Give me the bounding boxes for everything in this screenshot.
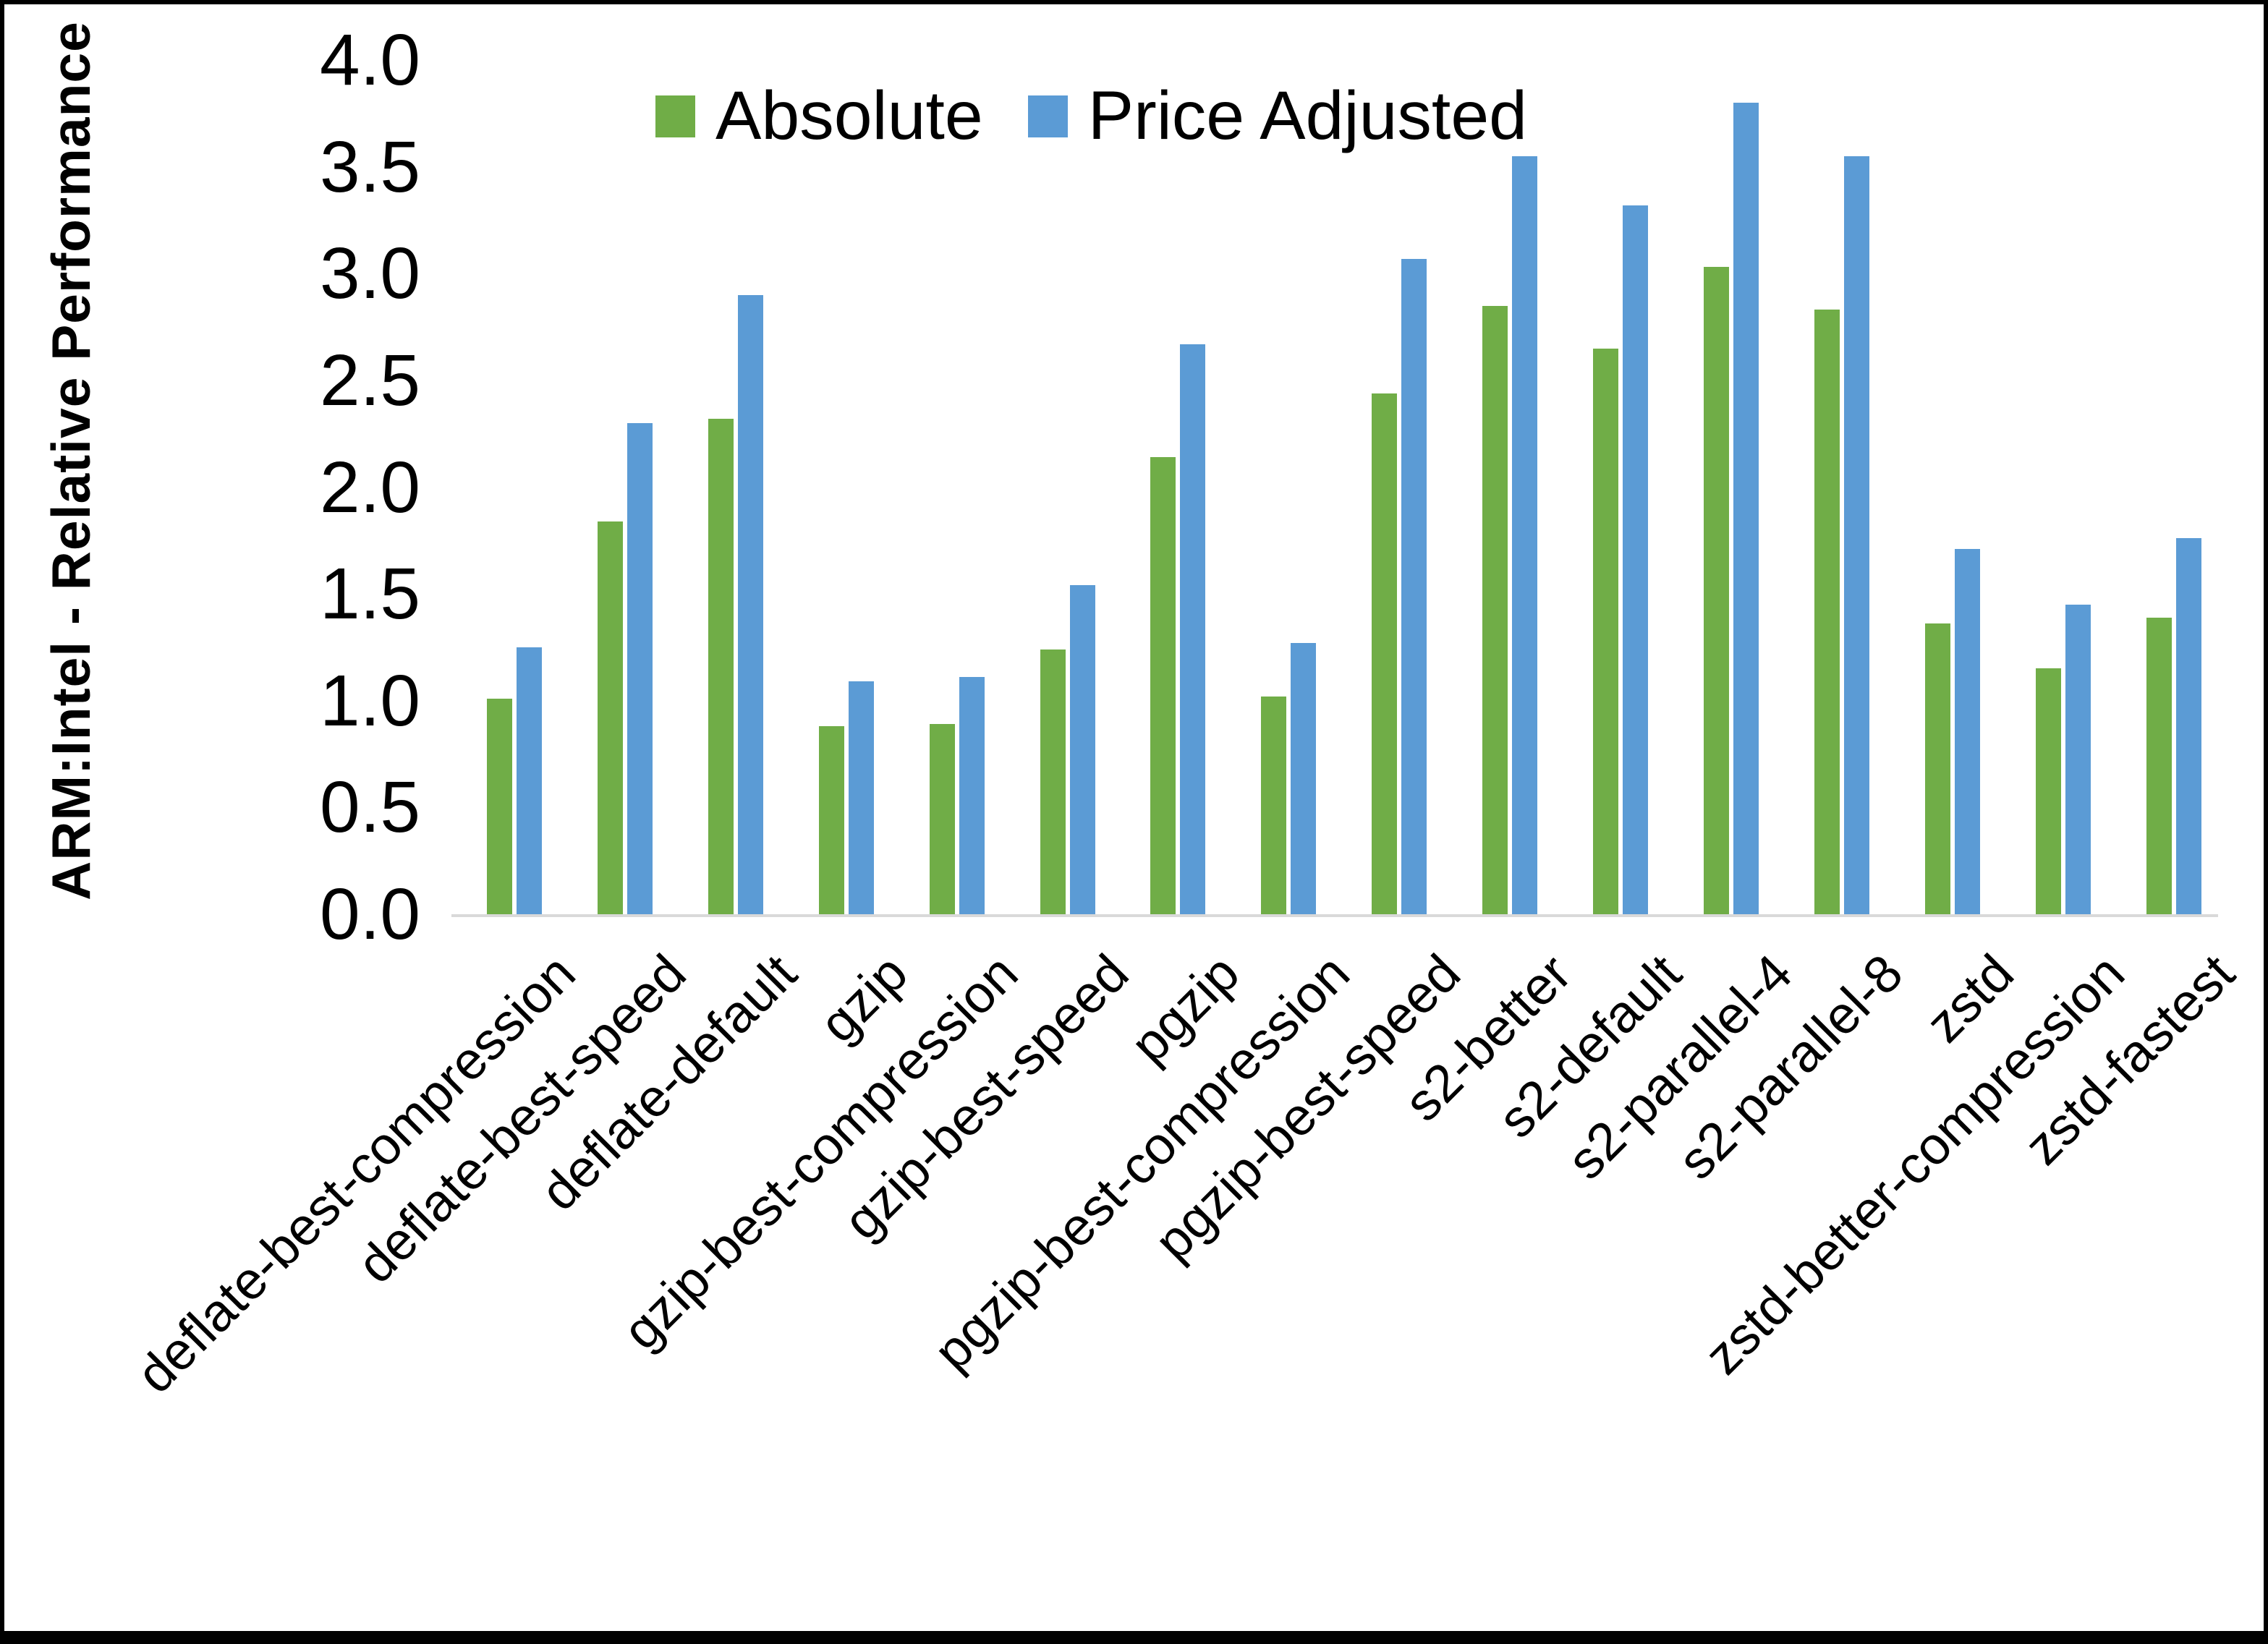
bar-pgzip-price-adjusted (1180, 344, 1205, 914)
x-axis-label-deflate-best-compression: deflate-best-compression (126, 943, 587, 1405)
x-axis-line (451, 914, 2218, 917)
bar-gzip-best-compression-absolute (930, 724, 955, 914)
bar-pgzip-best-speed-price-adjusted (1401, 259, 1427, 914)
bar-s2-parallel-8-absolute (1814, 310, 1840, 914)
bar-s2-parallel-8-price-adjusted (1844, 156, 1869, 914)
y-axis-tick-label: 1.5 (319, 553, 420, 635)
bar-zstd-fastest-price-adjusted (2176, 538, 2201, 914)
y-axis-tick-label: 3.5 (319, 126, 420, 208)
bar-deflate-best-compression-absolute (487, 699, 512, 914)
y-axis-tick-label: 2.5 (319, 339, 420, 421)
bar-gzip-best-speed-absolute (1040, 649, 1066, 914)
legend: Absolute Price Adjusted (655, 77, 1527, 156)
bar-pgzip-absolute (1150, 457, 1176, 914)
bar-deflate-best-speed-absolute (598, 521, 623, 914)
bar-gzip-best-speed-price-adjusted (1070, 585, 1095, 914)
bar-s2-better-absolute (1482, 306, 1508, 914)
y-axis-tick-label: 1.0 (319, 660, 420, 741)
legend-swatch-icon (655, 95, 695, 137)
bar-zstd-better-compression-price-adjusted (2065, 605, 2091, 914)
chart-canvas: ARM:Intel - Relative Performance Absolut… (4, 4, 2255, 1631)
y-axis-tick-label: 0.5 (319, 767, 420, 848)
bar-deflate-default-absolute (708, 419, 734, 914)
bar-s2-default-price-adjusted (1623, 205, 1648, 914)
bar-gzip-price-adjusted (849, 681, 874, 914)
bar-s2-default-absolute (1593, 349, 1618, 914)
bar-zstd-better-compression-absolute (2036, 668, 2061, 914)
bar-s2-better-price-adjusted (1512, 156, 1537, 914)
bar-zstd-absolute (1925, 623, 1950, 914)
bar-deflate-best-compression-price-adjusted (517, 647, 542, 914)
bar-gzip-absolute (819, 726, 844, 914)
legend-item: Absolute (655, 77, 983, 156)
y-axis-tick-label: 4.0 (319, 20, 420, 101)
bar-deflate-default-price-adjusted (738, 295, 763, 914)
bar-s2-parallel-4-price-adjusted (1733, 103, 1759, 914)
bar-zstd-fastest-absolute (2146, 618, 2172, 914)
bar-pgzip-best-speed-absolute (1372, 393, 1397, 914)
legend-label: Absolute (715, 77, 983, 154)
legend-item: Price Adjusted (1027, 77, 1527, 156)
legend-label: Price Adjusted (1087, 77, 1527, 154)
y-axis-tick-label: 3.0 (319, 233, 420, 315)
bar-gzip-best-compression-price-adjusted (959, 677, 985, 914)
bar-pgzip-best-compression-absolute (1261, 697, 1286, 914)
legend-swatch-icon (1027, 95, 1068, 137)
y-axis-tick-label: 0.0 (319, 874, 420, 955)
bar-zstd-price-adjusted (1955, 549, 1980, 914)
bar-pgzip-best-compression-price-adjusted (1291, 643, 1316, 914)
bar-s2-parallel-4-absolute (1704, 267, 1729, 914)
y-axis-tick-label: 2.0 (319, 446, 420, 528)
bar-deflate-best-speed-price-adjusted (627, 423, 653, 914)
y-axis-title: ARM:Intel - Relative Performance (41, 21, 101, 900)
